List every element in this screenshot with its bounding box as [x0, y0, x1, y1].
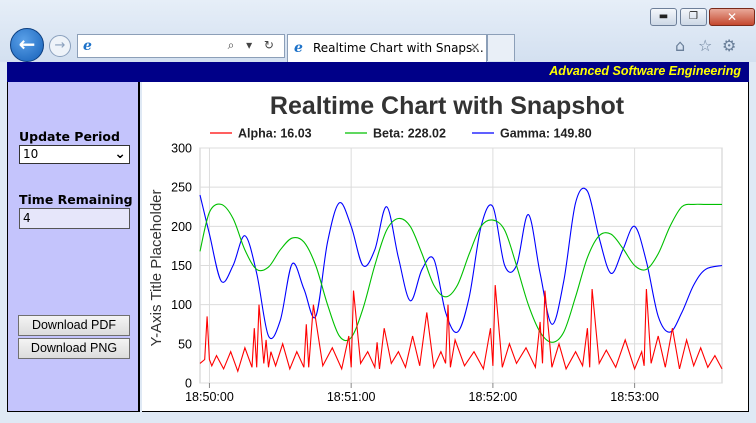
download-pdf-button[interactable]: Download PDF: [18, 315, 130, 336]
address-tools[interactable]: ⌕ ▾ ↻: [227, 38, 278, 52]
chart-series: [199, 187, 723, 374]
legend-label-alpha: Alpha: 16.03: [238, 127, 312, 141]
browser-chrome: ▬ ❐ ✕ ← → e ⌕ ▾ ↻ e Realtime Chart with …: [0, 0, 756, 62]
x-axis: 18:50:00 18:51:00 18:52:00 18:53:00: [185, 383, 659, 404]
banner: Advanced Software Engineering: [7, 62, 749, 82]
x-tick-label: 18:50:00: [185, 390, 234, 404]
x-tick-label: 18:53:00: [610, 390, 659, 404]
y-axis-title: Y-Axis Title Placeholder: [148, 189, 165, 346]
home-icon[interactable]: ⌂: [675, 36, 686, 55]
new-tab-button[interactable]: [487, 34, 515, 61]
close-icon: ✕: [726, 10, 738, 24]
time-remaining-label: Time Remaining: [19, 192, 133, 207]
address-bar[interactable]: e ⌕ ▾ ↻: [77, 34, 285, 58]
window-frame-right: [749, 62, 756, 423]
chart-grid: [199, 147, 723, 384]
realtime-chart: Realtime Chart with Snapshot Alpha: 16.0…: [148, 92, 723, 404]
favorites-icon[interactable]: ☆: [698, 36, 713, 55]
window-frame-left: [0, 62, 7, 423]
y-tick-label: 50: [178, 337, 192, 351]
ie-icon: e: [83, 38, 92, 54]
chart-container: Realtime Chart with Snapshot Alpha: 16.0…: [142, 82, 749, 412]
x-tick-label: 18:52:00: [469, 390, 518, 404]
download-png-button[interactable]: Download PNG: [18, 338, 130, 359]
y-tick-label: 250: [171, 181, 192, 195]
window-frame-bottom: [0, 412, 756, 423]
y-axis: 0 50 100 150 200 250 300: [171, 142, 192, 391]
tab-realtime-chart[interactable]: e Realtime Chart with Snaps... ×: [287, 34, 487, 62]
series-line-gamma: [199, 187, 723, 340]
y-tick-label: 0: [185, 377, 192, 391]
minimize-button[interactable]: ▬: [650, 8, 677, 26]
maximize-icon: ❐: [689, 11, 698, 22]
update-period-label: Update Period: [19, 129, 120, 144]
y-tick-label: 100: [171, 298, 192, 312]
legend-label-gamma: Gamma: 149.80: [500, 127, 592, 141]
series-line-beta: [199, 203, 722, 343]
minimize-icon: ▬: [658, 11, 669, 22]
y-tick-label: 200: [171, 220, 192, 234]
tab-close-icon[interactable]: ×: [469, 40, 480, 54]
sidebar: Update Period 10 ⌄ Time Remaining 4 Down…: [7, 82, 140, 412]
forward-icon: →: [54, 38, 66, 53]
settings-icon[interactable]: ⚙: [722, 36, 737, 55]
back-icon: ←: [18, 32, 36, 56]
chart-title: Realtime Chart with Snapshot: [270, 92, 625, 120]
y-tick-label: 300: [171, 142, 192, 156]
chevron-down-icon: ⌄: [114, 146, 126, 162]
back-button[interactable]: ←: [10, 28, 44, 62]
update-period-value: 10: [23, 147, 39, 161]
chart-legend: Alpha: 16.03 Beta: 228.02 Gamma: 149.80: [210, 127, 592, 141]
x-tick-label: 18:51:00: [327, 390, 376, 404]
legend-label-beta: Beta: 228.02: [373, 127, 446, 141]
forward-button[interactable]: →: [49, 35, 71, 57]
time-remaining-field: 4: [19, 208, 130, 229]
series-line-alpha: [199, 285, 723, 374]
time-remaining-value: 4: [23, 211, 31, 225]
close-window-button[interactable]: ✕: [709, 8, 755, 26]
update-period-select[interactable]: 10 ⌄: [19, 145, 130, 164]
maximize-button[interactable]: ❐: [680, 8, 707, 26]
y-tick-label: 150: [171, 259, 192, 273]
ie-icon: e: [294, 40, 303, 56]
tab-title: Realtime Chart with Snaps...: [313, 41, 484, 55]
banner-text: Advanced Software Engineering: [549, 64, 741, 78]
